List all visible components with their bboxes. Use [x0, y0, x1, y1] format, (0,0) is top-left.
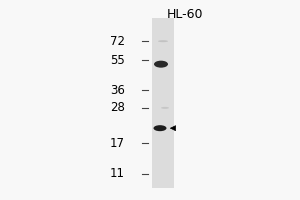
Text: 72: 72	[110, 35, 125, 48]
Bar	[152, 18, 174, 188]
Ellipse shape	[161, 107, 169, 109]
Text: 28: 28	[110, 101, 125, 114]
Text: HL-60: HL-60	[167, 8, 203, 21]
Ellipse shape	[154, 61, 168, 68]
Ellipse shape	[154, 125, 166, 131]
Text: 36: 36	[110, 84, 125, 97]
Text: 11: 11	[110, 167, 125, 180]
Text: 55: 55	[110, 54, 125, 67]
Text: 17: 17	[110, 137, 125, 150]
Ellipse shape	[158, 40, 168, 42]
